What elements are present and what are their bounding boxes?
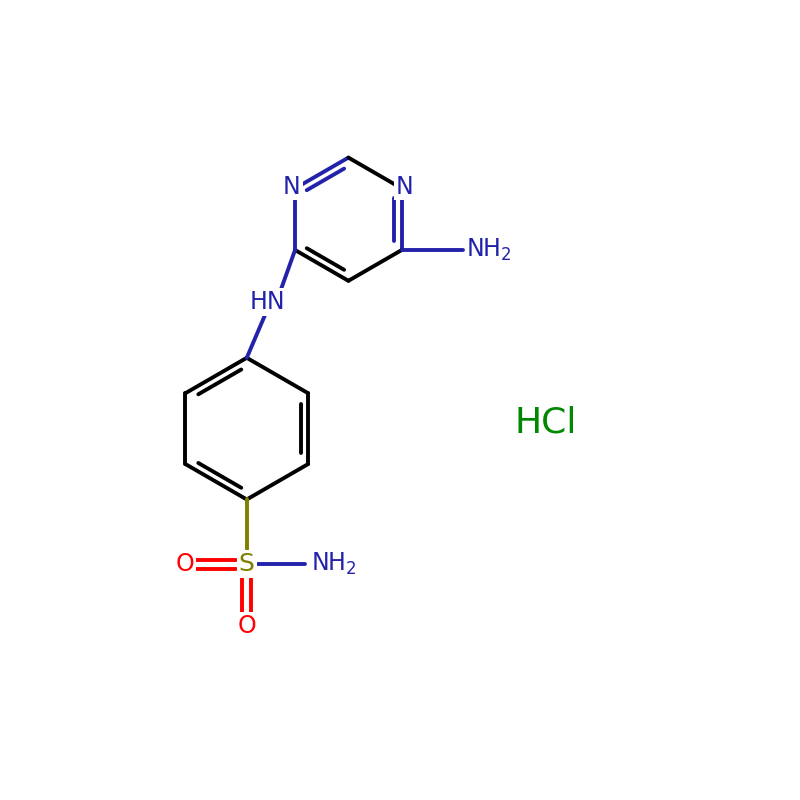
Text: NH$_2$: NH$_2$ [311, 551, 357, 578]
Text: HCl: HCl [514, 406, 577, 439]
Text: N: N [283, 174, 301, 198]
Text: N: N [396, 174, 414, 198]
Text: O: O [176, 552, 194, 576]
Text: S: S [239, 552, 254, 576]
Text: NH$_2$: NH$_2$ [466, 237, 512, 263]
Text: HN: HN [250, 290, 285, 314]
Text: O: O [238, 614, 256, 638]
